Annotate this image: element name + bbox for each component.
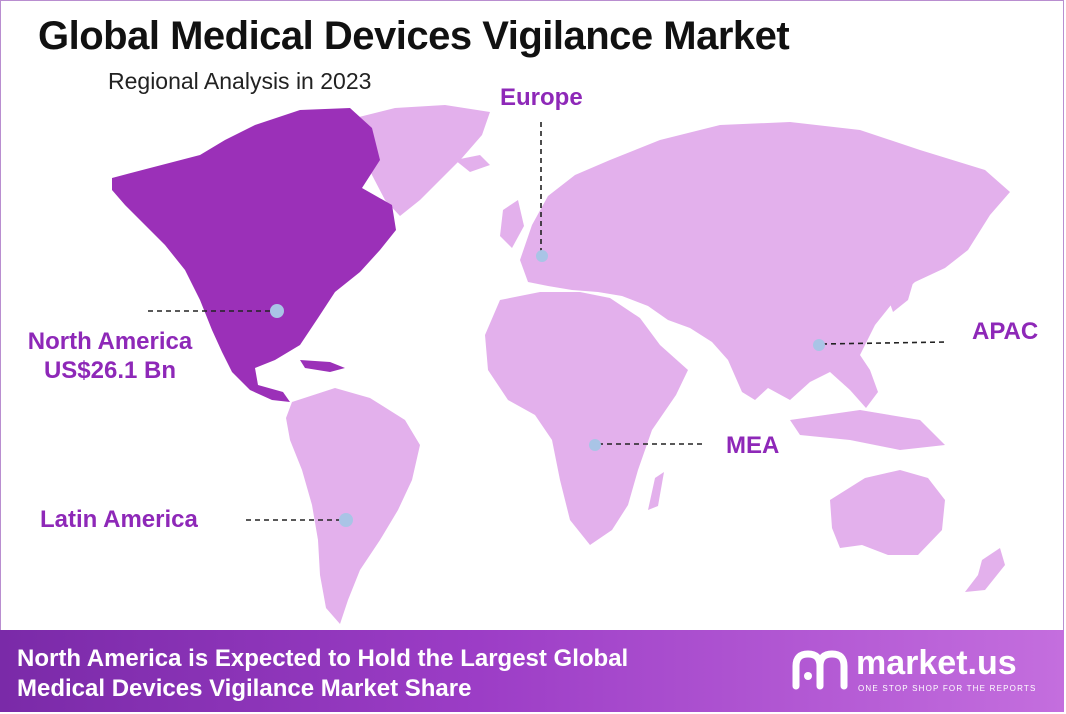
region-label-latin-america: Latin America: [40, 506, 198, 533]
south-america-shape: [286, 388, 420, 624]
north-america-marker: [270, 304, 284, 318]
market-us-logo-icon: [792, 650, 848, 690]
footer-line-1: North America is Expected to Hold the La…: [17, 645, 629, 672]
north-america-shape: [112, 108, 396, 402]
brand-name: market.us: [856, 644, 1017, 682]
australia-shape: [830, 470, 945, 555]
uk-shape: [500, 200, 524, 248]
new-zealand-shape: [965, 548, 1005, 592]
apac-marker: [813, 339, 825, 351]
north-america-value: US$26.1 Bn: [43, 357, 177, 384]
greenland-shape: [355, 105, 490, 216]
latin-america-marker: [339, 513, 353, 527]
chart-title: Global Medical Devices Vigilance Market: [38, 14, 790, 58]
chart-subtitle: Regional Analysis in 2023: [108, 68, 372, 94]
iceland-shape: [455, 155, 490, 172]
madagascar-shape: [648, 472, 664, 510]
apac-leader-line: [821, 341, 947, 345]
region-label-apac: APAC: [972, 318, 1039, 345]
north-america-name: North America: [27, 328, 193, 355]
mea-marker: [589, 439, 601, 451]
region-label-mea: MEA: [726, 432, 780, 459]
brand-tagline: ONE STOP SHOP FOR THE REPORTS: [858, 684, 1037, 693]
caribbean-shape: [300, 360, 345, 372]
africa-shape: [485, 292, 688, 545]
japan-shape: [888, 262, 915, 312]
footer-line-2: Medical Devices Vigilance Market Share: [17, 675, 472, 702]
region-label-north-america: North America US$26.1 Bn: [14, 327, 206, 385]
footer-banner: North America is Expected to Hold the La…: [0, 630, 1064, 712]
footer-message: North America is Expected to Hold the La…: [17, 644, 628, 704]
southeast-asia-islands-shape: [790, 410, 945, 450]
world-map: [112, 105, 1010, 624]
region-label-europe: Europe: [500, 84, 583, 111]
europe-marker: [536, 250, 548, 262]
brand: market.us ONE STOP SHOP FOR THE REPORTS: [790, 644, 1050, 700]
eurasia-shape: [520, 122, 1010, 408]
